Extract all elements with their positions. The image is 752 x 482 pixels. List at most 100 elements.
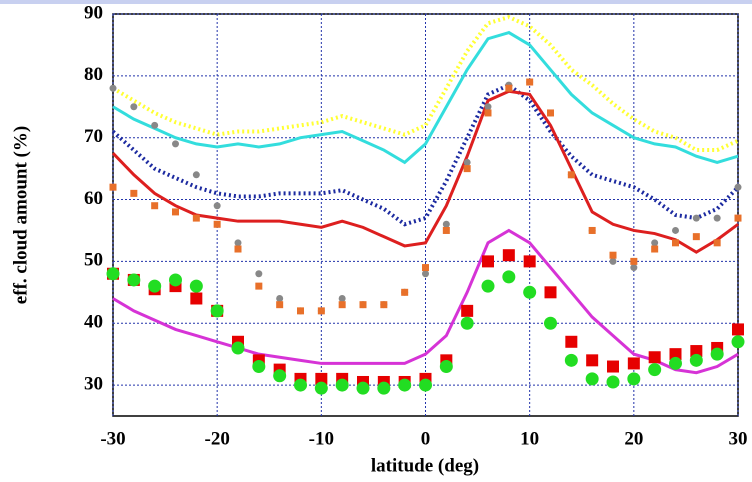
point	[734, 214, 742, 222]
point	[586, 354, 599, 367]
point	[567, 171, 575, 179]
point	[276, 294, 284, 302]
y-tick-label: 90	[84, 2, 103, 23]
point	[669, 348, 682, 361]
point	[335, 378, 349, 392]
point	[255, 270, 263, 278]
point	[713, 239, 721, 247]
point	[276, 301, 284, 309]
point	[148, 279, 162, 293]
point	[317, 307, 325, 315]
point	[192, 171, 200, 179]
point	[648, 351, 661, 364]
top-strip	[0, 0, 752, 4]
point	[130, 189, 138, 197]
point	[210, 304, 224, 318]
point	[419, 378, 432, 392]
x-axis-label: latitude (deg)	[371, 455, 479, 476]
point	[189, 279, 203, 293]
point	[627, 372, 641, 386]
point	[151, 121, 159, 129]
point	[338, 301, 346, 309]
point	[606, 375, 620, 389]
point	[672, 239, 679, 247]
point	[565, 335, 578, 348]
point	[297, 307, 304, 315]
y-tick-label: 40	[84, 312, 103, 333]
point	[648, 363, 662, 377]
series-line	[112, 228, 739, 375]
point	[151, 202, 159, 210]
y-tick-label: 30	[84, 373, 103, 394]
point	[401, 288, 409, 296]
point	[439, 360, 453, 374]
point	[502, 270, 516, 284]
point	[109, 183, 117, 191]
x-tick-label: -30	[100, 428, 125, 449]
series-line	[112, 30, 739, 165]
point	[484, 103, 492, 111]
series-line	[111, 89, 739, 254]
point	[607, 360, 619, 373]
x-tick-label: 20	[624, 428, 643, 449]
point	[710, 347, 724, 361]
point	[463, 158, 471, 166]
point	[505, 84, 513, 92]
x-tick-label: -10	[309, 428, 334, 449]
point	[172, 140, 179, 148]
point	[692, 233, 700, 241]
y-tick-label: 70	[84, 126, 103, 147]
point	[463, 165, 471, 173]
point	[692, 214, 700, 222]
point	[234, 245, 242, 253]
point	[314, 381, 328, 395]
y-tick-label: 50	[84, 250, 103, 271]
point	[502, 249, 515, 262]
point	[564, 353, 578, 367]
point	[544, 316, 557, 330]
point	[294, 378, 307, 392]
point	[585, 372, 599, 386]
point	[526, 78, 534, 86]
point	[547, 109, 554, 117]
point	[630, 264, 638, 272]
x-tick-label: 30	[729, 428, 748, 449]
point	[651, 245, 659, 253]
point	[213, 202, 221, 210]
point	[231, 341, 245, 355]
point	[356, 381, 370, 395]
point	[398, 378, 412, 392]
point	[651, 239, 659, 247]
point	[234, 239, 242, 247]
point	[627, 357, 640, 370]
point	[442, 220, 450, 228]
point	[731, 335, 745, 349]
y-tick-label: 80	[84, 64, 103, 85]
point	[315, 372, 328, 385]
point	[609, 251, 617, 259]
point	[169, 273, 182, 287]
point	[273, 369, 287, 383]
point	[359, 301, 367, 309]
y-tick-label: 60	[84, 188, 103, 209]
point	[713, 214, 721, 222]
point	[481, 279, 495, 293]
series-line	[111, 82, 740, 227]
point	[460, 316, 474, 330]
point	[192, 214, 200, 222]
point	[544, 286, 557, 299]
point	[609, 257, 617, 265]
point	[461, 304, 474, 317]
x-tick-label: -20	[205, 428, 230, 449]
point	[127, 273, 141, 287]
point	[669, 356, 682, 370]
point	[422, 270, 429, 278]
x-tick-label: 0	[421, 428, 431, 449]
point	[734, 183, 742, 191]
point	[422, 264, 429, 272]
point	[482, 255, 494, 268]
point	[484, 109, 492, 117]
point	[672, 226, 679, 234]
